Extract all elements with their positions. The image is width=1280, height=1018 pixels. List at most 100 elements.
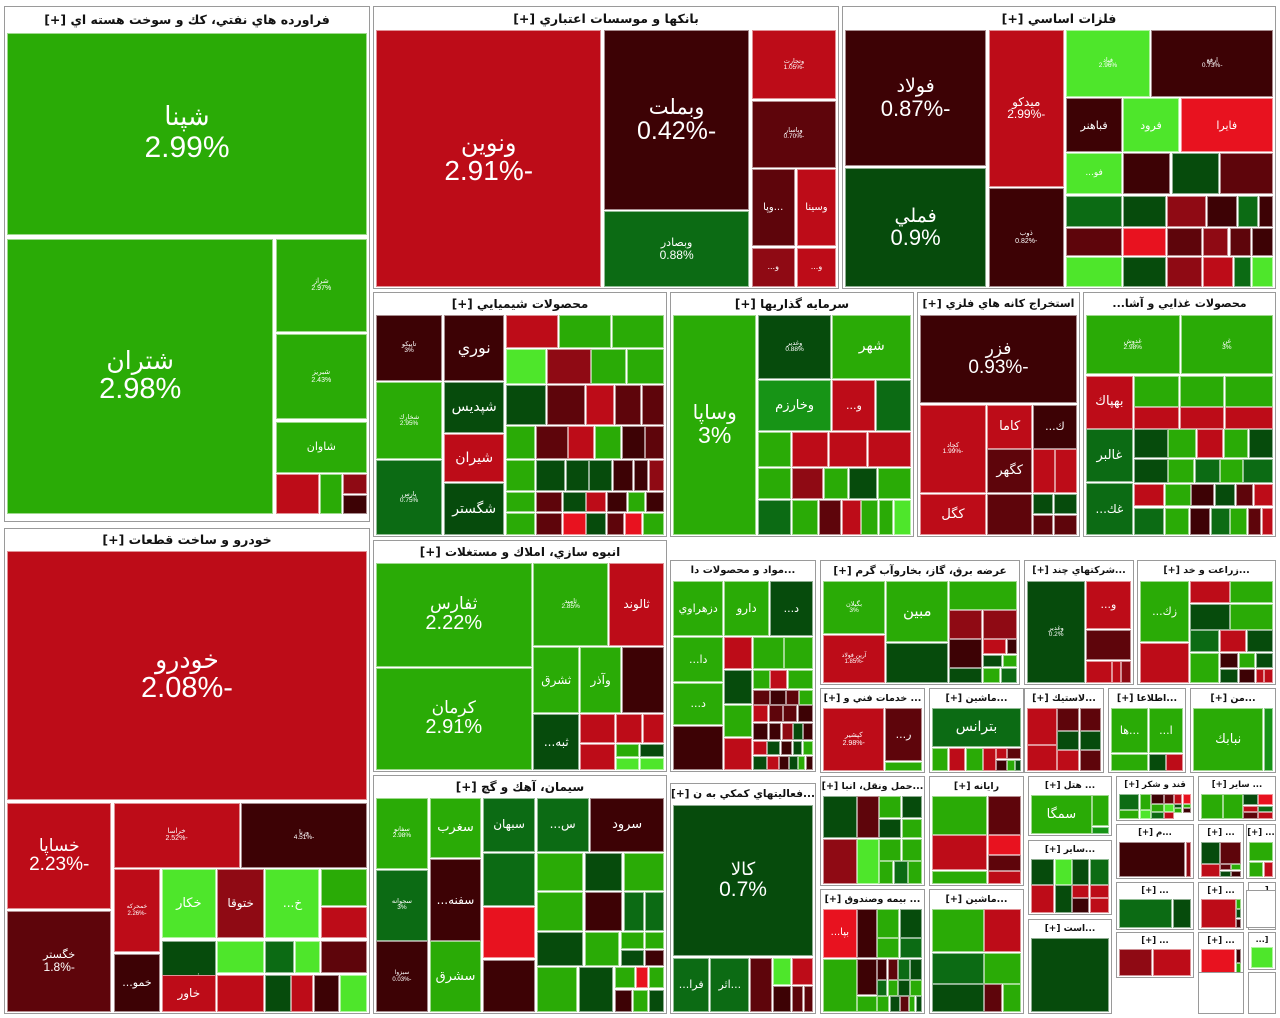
stock-tile[interactable] <box>932 984 984 1012</box>
sector-title[interactable]: فلزات اساسي [+] <box>843 7 1275 30</box>
stock-tile[interactable] <box>910 980 922 996</box>
stock-tile[interactable] <box>879 499 894 535</box>
sector-title[interactable]: ...ساير [+] <box>1029 841 1111 859</box>
stock-tile[interactable] <box>1246 629 1273 653</box>
stock-tile[interactable] <box>1167 257 1202 287</box>
stock-tile[interactable] <box>1195 459 1220 484</box>
stock-tile[interactable] <box>506 513 535 535</box>
stock-tile[interactable]: نوري <box>443 315 505 381</box>
stock-tile[interactable] <box>536 931 583 966</box>
stock-tile[interactable] <box>320 869 367 906</box>
stock-tile[interactable] <box>724 669 753 704</box>
stock-tile[interactable] <box>320 474 342 514</box>
stock-tile[interactable] <box>823 838 857 884</box>
stock-tile[interactable] <box>861 499 879 535</box>
stock-tile[interactable] <box>568 426 595 460</box>
stock-tile[interactable] <box>1133 375 1179 407</box>
stock-tile[interactable] <box>483 907 535 959</box>
stock-tile[interactable] <box>535 513 562 535</box>
stock-tile[interactable] <box>799 689 813 705</box>
stock-tile[interactable] <box>877 996 890 1012</box>
stock-tile[interactable] <box>1264 668 1273 683</box>
stock-tile[interactable] <box>1249 842 1273 862</box>
stock-tile[interactable] <box>506 426 535 460</box>
stock-tile[interactable] <box>792 467 823 499</box>
stock-tile[interactable]: ر... <box>884 708 922 761</box>
sector-group[interactable]: بانكها و موسسات اعتباري [+] ونوین -2.91% وب… <box>373 6 839 289</box>
stock-tile[interactable]: شهر <box>832 315 911 379</box>
stock-tile[interactable]: ...اثر <box>710 958 750 1012</box>
sector-title[interactable]: انبوه سازي، املاك و مستغلات [+] <box>374 541 666 563</box>
stock-tile[interactable] <box>1174 808 1183 814</box>
sector-group[interactable]: ... [+] <box>1116 932 1194 978</box>
stock-tile[interactable] <box>1234 257 1252 287</box>
stock-tile[interactable] <box>640 757 664 770</box>
sector-group[interactable]: ...شركتهاي چند [+] وغدیر 0.2% و... <box>1024 560 1134 685</box>
sector-title[interactable]: فراورده هاي نفتي، كك و سوخت هسته اي [+] <box>5 7 369 33</box>
stock-tile[interactable] <box>673 725 724 770</box>
stock-tile[interactable] <box>982 639 1007 655</box>
stock-tile[interactable] <box>615 385 641 425</box>
stock-tile[interactable] <box>506 460 535 491</box>
stock-tile[interactable]: د... <box>673 683 724 725</box>
sector-group[interactable]: ...لاستيك [+] <box>1024 688 1104 773</box>
stock-tile[interactable] <box>757 499 792 535</box>
stock-tile[interactable] <box>483 959 535 1012</box>
stock-tile[interactable] <box>1119 794 1140 810</box>
stock-tile[interactable] <box>773 958 792 986</box>
stock-tile[interactable] <box>649 460 664 491</box>
sector-title[interactable]: بانكها و موسسات اعتباري [+] <box>374 7 838 30</box>
stock-tile[interactable] <box>901 818 922 838</box>
stock-tile[interactable] <box>898 959 910 980</box>
stock-tile[interactable] <box>1174 794 1183 804</box>
stock-tile[interactable] <box>1191 484 1214 507</box>
stock-tile[interactable] <box>649 967 664 989</box>
stock-tile[interactable] <box>591 349 626 385</box>
stock-tile[interactable] <box>986 494 1033 535</box>
stock-tile[interactable] <box>1085 660 1112 683</box>
stock-tile[interactable]: ونوین -2.91% <box>376 30 602 287</box>
stock-tile[interactable] <box>1243 794 1258 806</box>
stock-tile[interactable] <box>878 467 911 499</box>
stock-tile[interactable] <box>1201 842 1221 864</box>
stock-tile[interactable] <box>621 647 664 714</box>
stock-tile[interactable] <box>1112 660 1121 683</box>
stock-tile[interactable]: بترانس <box>932 708 1021 748</box>
stock-tile[interactable]: وبملت -0.42% <box>604 30 750 210</box>
stock-tile[interactable]: ا... <box>1148 708 1183 754</box>
sector-group[interactable]: ... بيمه وصندوق [+] بپا... <box>820 889 925 1014</box>
stock-tile[interactable] <box>879 861 894 884</box>
stock-tile[interactable] <box>1072 859 1090 885</box>
stock-tile[interactable] <box>1168 429 1197 458</box>
stock-tile[interactable] <box>752 636 784 670</box>
sector-group[interactable]: رايانه [+] <box>929 776 1024 886</box>
stock-tile[interactable] <box>1079 750 1101 771</box>
stock-tile[interactable] <box>535 426 568 460</box>
stock-tile[interactable] <box>780 740 792 755</box>
stock-tile[interactable] <box>887 959 898 980</box>
sector-title[interactable]: ... [+] <box>1199 883 1243 899</box>
stock-tile[interactable]: وپاسار -0.70% <box>751 100 836 168</box>
stock-tile[interactable] <box>750 958 773 1012</box>
stock-tile[interactable]: بپا... <box>823 909 857 959</box>
stock-tile[interactable] <box>339 975 367 1012</box>
stock-tile[interactable] <box>562 492 586 512</box>
sector-title[interactable]: ... هتل [+] <box>1029 777 1111 795</box>
stock-tile[interactable]: خراسا -2.52% <box>113 803 240 868</box>
stock-tile[interactable] <box>819 499 841 535</box>
stock-tile[interactable]: زك... <box>1140 581 1190 643</box>
stock-tile[interactable]: غك... <box>1086 483 1133 535</box>
stock-tile[interactable] <box>965 747 983 771</box>
stock-tile[interactable] <box>1235 484 1253 507</box>
stock-tile[interactable] <box>1201 949 1236 976</box>
stock-tile[interactable]: تاپيكو 3% <box>376 315 443 381</box>
stock-tile[interactable] <box>901 796 922 818</box>
stock-tile[interactable] <box>1053 494 1077 515</box>
stock-tile[interactable] <box>786 689 799 705</box>
sector-group[interactable]: ... [+] <box>1198 882 1244 930</box>
stock-tile[interactable] <box>633 460 649 491</box>
stock-tile[interactable] <box>1057 708 1080 731</box>
stock-tile[interactable]: ارفع -0.73% <box>1151 30 1273 97</box>
stock-tile[interactable] <box>987 835 1021 855</box>
stock-tile[interactable] <box>1119 809 1140 819</box>
